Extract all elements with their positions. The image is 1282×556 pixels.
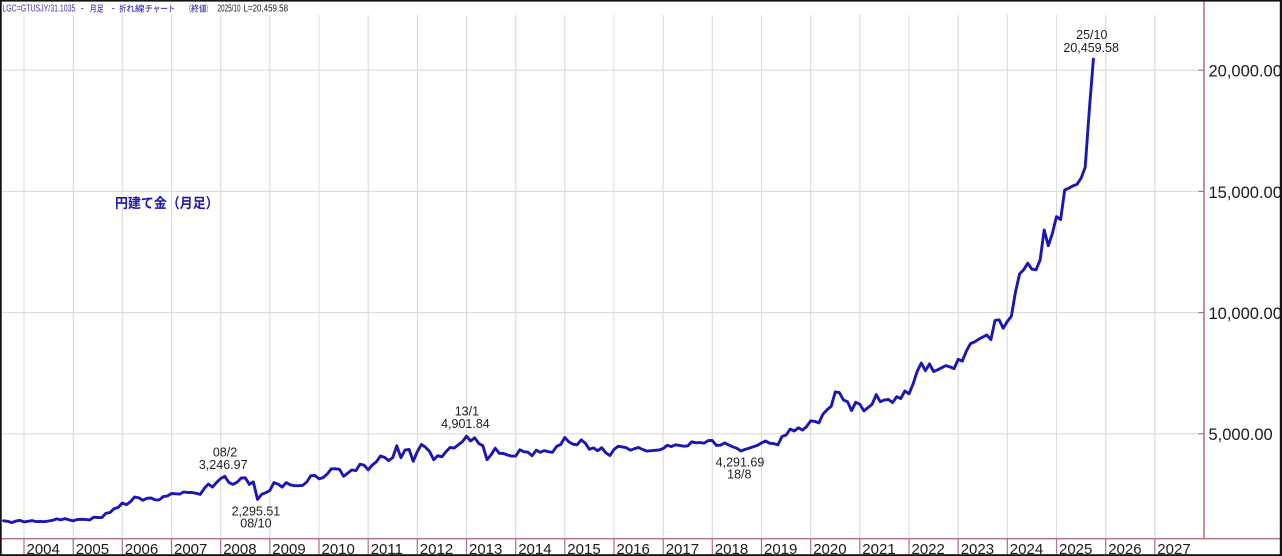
svg-text:2010: 2010 — [322, 541, 355, 556]
svg-text:2006: 2006 — [125, 541, 158, 556]
svg-text:2005: 2005 — [76, 541, 109, 556]
svg-text:2004: 2004 — [27, 541, 60, 556]
svg-text:2009: 2009 — [272, 541, 305, 556]
svg-text:13/1: 13/1 — [455, 405, 479, 419]
svg-text:4,291.69: 4,291.69 — [716, 456, 765, 470]
svg-text:2020: 2020 — [813, 541, 846, 556]
svg-text:2021: 2021 — [862, 541, 895, 556]
svg-text:2015: 2015 — [567, 541, 600, 556]
svg-text:2023: 2023 — [961, 541, 994, 556]
svg-text:2012: 2012 — [420, 541, 453, 556]
svg-text:20,459.58: 20,459.58 — [1063, 41, 1119, 55]
svg-text:2018: 2018 — [715, 541, 748, 556]
svg-text:2027: 2027 — [1157, 541, 1190, 556]
svg-text:2024: 2024 — [1010, 541, 1043, 556]
svg-text:LGC=GTUSJY/31.1035--2025/10L=2: LGC=GTUSJY/31.1035- -2025/10 L=20,459.58 — [2, 4, 288, 15]
svg-text:2025: 2025 — [1059, 541, 1092, 556]
svg-text:08/2: 08/2 — [213, 445, 237, 459]
svg-text:2007: 2007 — [174, 541, 207, 556]
svg-text:5,000.00: 5,000.00 — [1209, 426, 1273, 444]
svg-text:2008: 2008 — [223, 541, 256, 556]
svg-text:2016: 2016 — [617, 541, 650, 556]
svg-text:20,000.00: 20,000.00 — [1209, 63, 1282, 81]
svg-text:2017: 2017 — [666, 541, 699, 556]
svg-text:2022: 2022 — [912, 541, 945, 556]
svg-text:2019: 2019 — [764, 541, 797, 556]
svg-text:2,295.51: 2,295.51 — [232, 505, 281, 519]
svg-text:2013: 2013 — [469, 541, 502, 556]
svg-text:08/10: 08/10 — [240, 516, 271, 530]
svg-text:2011: 2011 — [371, 541, 403, 556]
svg-text:3,246.97: 3,246.97 — [199, 458, 248, 472]
svg-text:18/8: 18/8 — [727, 468, 751, 482]
svg-text:2026: 2026 — [1108, 541, 1141, 556]
svg-text:25/10: 25/10 — [1076, 28, 1107, 42]
svg-text:15,000.00: 15,000.00 — [1209, 184, 1282, 202]
svg-text:4,901.84: 4,901.84 — [441, 417, 490, 431]
svg-text:2014: 2014 — [518, 541, 551, 556]
svg-text:10,000.00: 10,000.00 — [1209, 305, 1282, 323]
